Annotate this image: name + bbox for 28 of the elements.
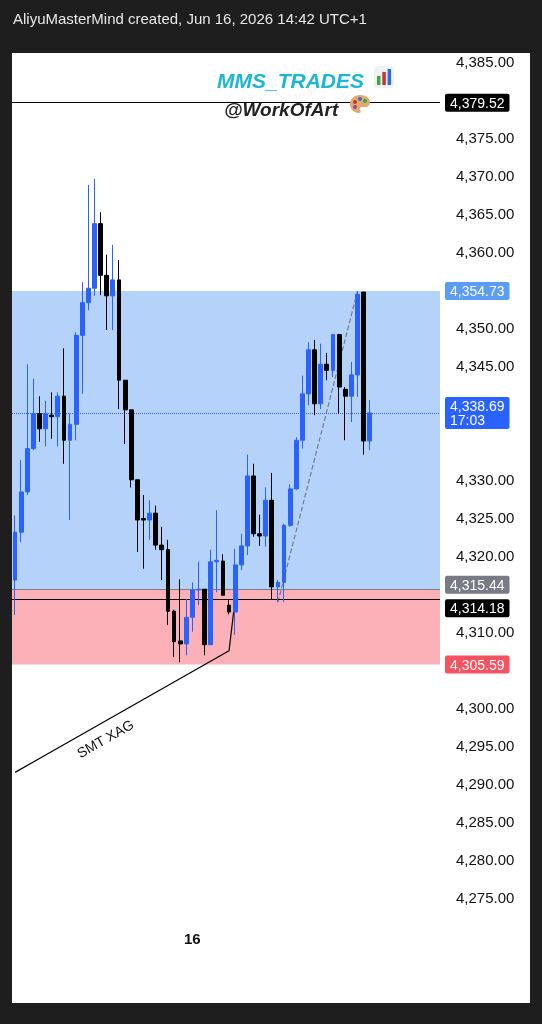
y-tick-label: 4,295.00	[456, 736, 515, 754]
y-tick-label: 4,310.00	[456, 622, 515, 640]
y-tick-label: 4,285.00	[456, 812, 515, 830]
y-tick-label: 4,370.00	[456, 166, 515, 184]
y-tick-label: 4,280.00	[456, 850, 515, 868]
ref-line-label: 4,315.44	[450, 576, 505, 593]
y-tick-label: 4,345.00	[456, 356, 515, 374]
x-tick-label: 16	[184, 930, 201, 947]
text: @WorkOfArt	[224, 99, 339, 120]
y-tick-label: 4,360.00	[456, 242, 515, 260]
y-tick-label: 4,375.00	[456, 128, 515, 146]
annotation: SMT XAG	[74, 716, 137, 761]
band-label: 4,305.59	[450, 656, 505, 673]
ref-line-label: 4,314.18	[450, 600, 505, 617]
chart-title: MMS_TRADES	[217, 69, 365, 92]
y-tick-label: 4,330.00	[456, 470, 515, 488]
y-tick-label: 4,365.00	[456, 204, 515, 222]
ref-line-label: 4,379.52	[450, 94, 505, 111]
y-tick-label: 4,325.00	[456, 508, 515, 526]
y-tick-label: 4,300.00	[456, 698, 515, 716]
band-label: 4,354.73	[450, 283, 505, 300]
y-tick-label: 4,385.00	[456, 52, 515, 70]
y-tick-label: 4,275.00	[456, 888, 515, 906]
y-tick-label: 4,350.00	[456, 318, 515, 336]
y-tick-label: 4,290.00	[456, 774, 515, 792]
text: AliyuMasterMind created, Jun 16, 2026 14:42 UTC+1	[13, 9, 368, 29]
y-tick-label: 4,320.00	[456, 546, 515, 564]
ref-line-label: 4,338.69 17:03	[450, 397, 505, 428]
